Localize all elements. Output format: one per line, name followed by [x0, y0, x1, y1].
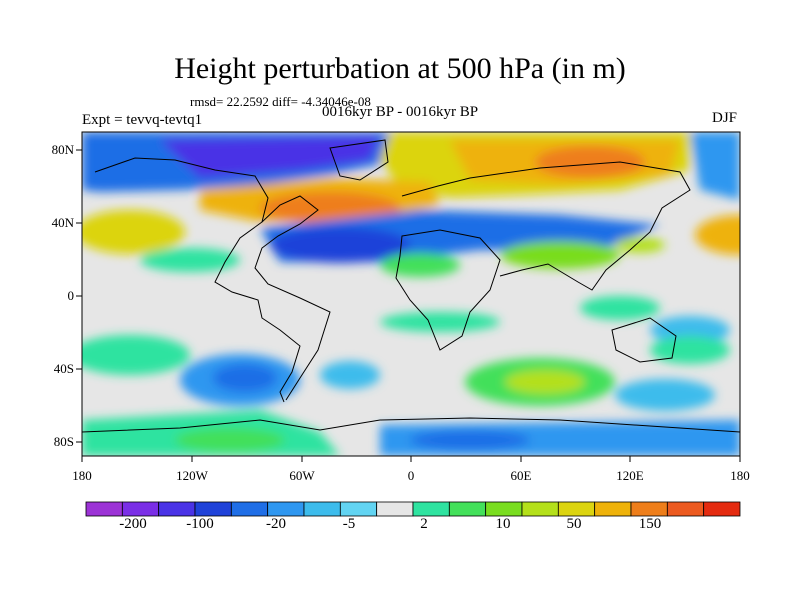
- colorbar-label: 150: [638, 516, 662, 532]
- lime-asia: [615, 237, 665, 253]
- teal-tropics-east: [580, 296, 660, 320]
- lime-south-indian: [505, 370, 585, 394]
- deep-blue-south-pacific: [213, 364, 277, 392]
- coastline-australia: [611, 317, 677, 363]
- colorbar-swatch: [339, 501, 378, 517]
- xtick-60w: 60W: [289, 468, 315, 483]
- xtick-180-right: 180: [730, 468, 750, 483]
- teal-south-pacific: [82, 335, 190, 375]
- ytick-80s: 80S: [53, 434, 74, 449]
- colorbar-label: 2: [420, 516, 428, 532]
- colorbar-swatch: [158, 501, 196, 517]
- xtick-120w: 120W: [176, 468, 208, 483]
- colorbar-swatch: [303, 501, 341, 517]
- colorbar-swatch: [630, 501, 668, 517]
- xtick-60e: 60E: [510, 468, 532, 483]
- colorbar-swatch: [485, 501, 523, 517]
- red-north-center: [535, 146, 645, 178]
- colorbar-swatch: [267, 501, 305, 517]
- xtick-0: 0: [407, 468, 415, 483]
- coastlines: [82, 139, 740, 433]
- colorbar-swatch: [121, 501, 160, 517]
- map-title: Height perturbation at 500 hPa (in m): [174, 52, 626, 85]
- colorbar-swatch: [412, 501, 450, 517]
- colorbar-swatch: [521, 501, 559, 517]
- stats-text: rmsd= 22.2592 diff= -4.34046e-08: [190, 94, 371, 109]
- colorbar-swatch: [594, 501, 632, 517]
- teal-south-east: [650, 336, 730, 364]
- season-label: DJF: [712, 110, 738, 126]
- colorbar-swatch: [703, 501, 741, 517]
- ytick-40s: 40S: [53, 361, 74, 376]
- deep-blue-antarctic: [410, 430, 530, 450]
- green-north-africa: [380, 253, 460, 277]
- cyan-east-tropics: [650, 316, 730, 344]
- cyan-south-atlantic: [320, 361, 380, 389]
- colorbar-label: -200: [119, 516, 147, 532]
- coastline-americas-east: [254, 195, 331, 401]
- teal-pacific: [140, 248, 240, 272]
- xtick-120e: 120E: [616, 468, 644, 483]
- colorbar-label: 10: [495, 516, 511, 532]
- teal-tropics-center: [380, 312, 500, 332]
- indigo-north-region: [160, 136, 380, 178]
- orange-atlantic-core: [260, 192, 400, 224]
- colorbar-swatch: [666, 501, 705, 517]
- blue-northeast-region: [690, 132, 740, 200]
- coastline-greenland: [329, 139, 389, 181]
- colorbar-swatch: [448, 501, 487, 517]
- axis-tick-marks: [76, 149, 741, 462]
- ytick-80n: 80N: [51, 142, 74, 157]
- colorbar-swatch: [376, 501, 414, 517]
- colorbar-label: -100: [186, 516, 214, 532]
- colorbar-label: -5: [342, 516, 356, 532]
- coastline-africa: [395, 229, 501, 351]
- coastline-eurasia: [401, 161, 691, 291]
- colorbar-label: 50: [566, 516, 582, 532]
- ytick-40n: 40N: [51, 215, 74, 230]
- ytick-0: 0: [67, 288, 75, 303]
- colorbar-swatch: [230, 501, 269, 517]
- colorbar-swatch: [557, 501, 596, 517]
- yellow-pacific-ridge: [82, 210, 185, 254]
- orange-east-ridge: [695, 215, 740, 255]
- colorbar: [85, 501, 741, 517]
- xtick-180-left: 180: [72, 468, 92, 483]
- colorbar-swatch: [85, 501, 123, 517]
- green-antarctic-west: [175, 428, 285, 452]
- cyan-south-east: [615, 379, 715, 411]
- experiment-label: Expt = tevvq-tevtq1: [82, 112, 203, 128]
- green-asia: [500, 241, 620, 269]
- colorbar-swatch: [194, 501, 232, 517]
- coastline-antarctica: [82, 417, 740, 433]
- period-label: 0016kyr BP - 0016kyr BP: [322, 104, 479, 120]
- field-layer: [82, 132, 740, 456]
- deep-blue-trough: [270, 227, 410, 263]
- colorbar-label: -20: [266, 516, 286, 532]
- coastline-americas-west: [94, 157, 301, 403]
